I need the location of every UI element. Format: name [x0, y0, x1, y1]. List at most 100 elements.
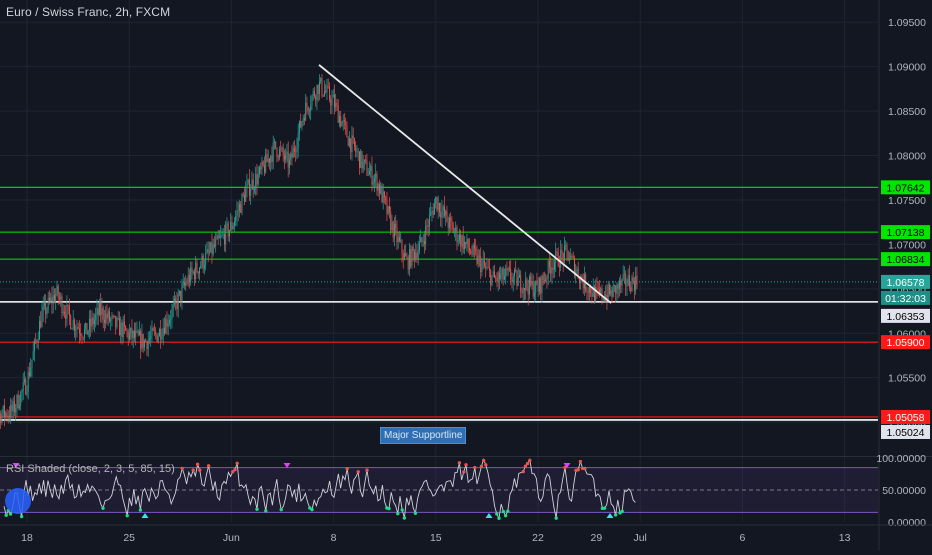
candle-body [156, 334, 158, 342]
candle-body [354, 138, 355, 147]
candle-body [500, 275, 502, 280]
candle-body [205, 252, 207, 266]
candle-body [175, 298, 177, 302]
candle-body [82, 337, 84, 339]
rsi-oversold-mark [497, 516, 501, 520]
price-tick-label: 1.08000 [888, 151, 926, 163]
candle-body [526, 279, 528, 288]
level-tag-bg [881, 252, 930, 267]
candle-body [515, 269, 517, 271]
candle-body [550, 266, 552, 274]
candle-body [304, 118, 305, 121]
candle-body [35, 340, 37, 342]
candle-body [37, 339, 39, 343]
descending-trendline [318, 64, 612, 304]
rsi-overbought-mark [576, 468, 580, 472]
candle-body [606, 294, 608, 301]
candle-body [497, 272, 499, 282]
candle-body [509, 268, 510, 270]
candle-body [62, 311, 64, 314]
candle-body [256, 173, 258, 185]
candle-body [421, 237, 423, 242]
candle-body [102, 308, 104, 320]
candle-body [76, 327, 78, 330]
candle-body [321, 77, 323, 95]
candle-body [67, 304, 69, 307]
candle-body [385, 197, 387, 201]
candle-body [612, 285, 614, 298]
rsi-oversold-mark [125, 513, 129, 518]
candle-body [624, 273, 625, 275]
candle-body [425, 225, 427, 244]
candle-body [426, 225, 428, 227]
candle-body [627, 275, 629, 286]
candle-body [519, 274, 520, 278]
candle-body [197, 271, 199, 274]
candle-body [511, 279, 513, 282]
candle-body [572, 256, 574, 259]
candle-body [184, 282, 185, 286]
level-tag-bg [881, 335, 930, 350]
candle-body [90, 318, 92, 327]
candle-body [632, 277, 634, 282]
rsi-oversold-mark [310, 507, 314, 512]
candle-body [592, 286, 594, 297]
candle-body [105, 313, 107, 323]
candle-body [69, 306, 70, 316]
candle-body [239, 204, 240, 211]
candle-body [391, 221, 393, 231]
candle-body [471, 253, 473, 255]
candle-body [419, 242, 420, 251]
candle-body [556, 251, 558, 253]
candle-body [31, 359, 33, 368]
candle-body [215, 239, 217, 247]
candle-body [26, 391, 28, 395]
candle-body [551, 267, 553, 274]
candle-body [161, 336, 163, 340]
tradingview-logo-icon[interactable] [5, 488, 31, 514]
candle-body [469, 248, 470, 251]
candle-body [400, 240, 402, 242]
support-line-label[interactable]: Major Supportline [380, 427, 467, 444]
candle-body [167, 323, 169, 327]
rsi-buy-signal-icon [141, 513, 149, 518]
candle-body [435, 197, 437, 204]
candle-body [114, 315, 115, 317]
candle-body [116, 318, 118, 328]
candle-body [620, 280, 622, 286]
candle-body [589, 287, 590, 293]
candle-body [109, 311, 110, 321]
candle-body [596, 287, 598, 289]
candle-body [356, 151, 358, 153]
candle-body [420, 237, 422, 243]
candle-body [111, 315, 113, 320]
rsi-oversold-mark [138, 508, 143, 512]
candle-body [79, 328, 80, 334]
candle-body [336, 102, 338, 106]
rsi-oversold-mark [279, 507, 283, 512]
candle-body [96, 308, 98, 315]
candle-body [579, 278, 580, 284]
rsi-buy-signal-icon [485, 513, 493, 518]
rsi-sell-signal-icon [563, 463, 571, 468]
candle-body [406, 256, 408, 258]
candle-body [611, 290, 613, 298]
candle-body [481, 262, 483, 272]
candle-body [200, 265, 202, 268]
candle-body [185, 283, 187, 286]
rsi-buy-signal-icon [606, 513, 614, 518]
candle-body [535, 280, 537, 293]
candle-body [384, 191, 385, 198]
candle-body [115, 315, 117, 328]
candle-body [155, 331, 157, 335]
candle-body [516, 270, 518, 286]
rsi-overbought-mark [521, 469, 525, 474]
candle-body [534, 292, 535, 297]
candle-body [151, 328, 153, 336]
candle-body [15, 408, 17, 413]
candle-body [552, 267, 554, 270]
candle-body [506, 268, 508, 271]
candle-body [347, 137, 349, 146]
